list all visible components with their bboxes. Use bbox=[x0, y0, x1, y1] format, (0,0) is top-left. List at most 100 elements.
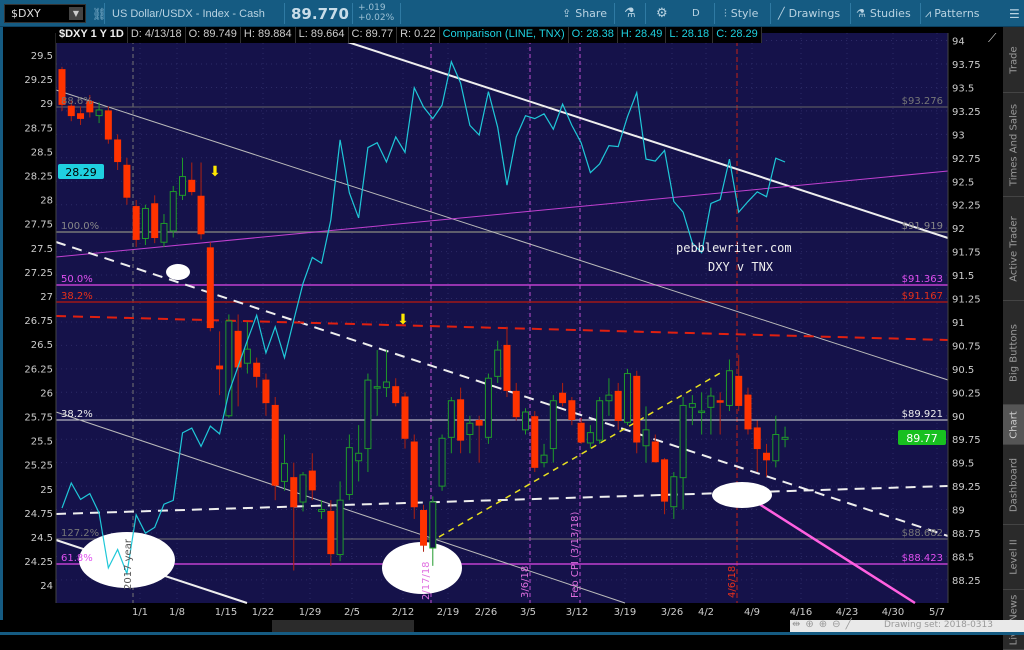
highlight-ellipse[interactable] bbox=[79, 532, 175, 588]
candle[interactable] bbox=[772, 415, 780, 468]
trendline-dashed-white[interactable] bbox=[55, 241, 949, 537]
candle[interactable] bbox=[382, 350, 390, 397]
menu-icon[interactable]: ☰ bbox=[1009, 6, 1020, 21]
candle[interactable] bbox=[735, 354, 743, 412]
candle[interactable] bbox=[308, 453, 316, 501]
zoom-out-icon[interactable]: ⊖ bbox=[832, 619, 841, 630]
candle[interactable] bbox=[707, 387, 715, 435]
chart-settings-icon[interactable]: ⟋ bbox=[988, 31, 997, 45]
highlight-ellipse[interactable] bbox=[712, 482, 772, 508]
studies-button[interactable]: ⚗ Studies bbox=[856, 0, 911, 27]
candle[interactable] bbox=[355, 425, 363, 482]
draw-line-icon[interactable]: ╱ bbox=[845, 619, 852, 630]
side-tab-active-trader[interactable]: Active Trader bbox=[1003, 197, 1024, 301]
candle[interactable] bbox=[197, 162, 205, 240]
candle[interactable] bbox=[327, 500, 335, 566]
candle[interactable] bbox=[679, 396, 687, 510]
candle[interactable] bbox=[494, 340, 502, 383]
style-button[interactable]: ⫶ Style bbox=[724, 0, 758, 27]
trendline-dashed-flat[interactable] bbox=[55, 485, 949, 515]
side-tab-times-and-sales[interactable]: Times And Sales bbox=[1003, 93, 1024, 197]
candle[interactable] bbox=[725, 359, 733, 412]
zoom-in-icon[interactable]: ⊕ bbox=[818, 619, 828, 630]
candle[interactable] bbox=[299, 472, 307, 512]
candle[interactable] bbox=[540, 443, 548, 468]
candle[interactable] bbox=[104, 106, 112, 144]
right-price-axis[interactable] bbox=[948, 27, 1003, 620]
scrollbar-thumb[interactable] bbox=[272, 620, 414, 633]
candle[interactable] bbox=[596, 396, 604, 444]
candle[interactable] bbox=[716, 392, 724, 435]
candle[interactable] bbox=[605, 378, 613, 416]
candle[interactable] bbox=[318, 500, 326, 519]
candle[interactable] bbox=[141, 204, 149, 246]
candle[interactable] bbox=[623, 368, 631, 426]
candle[interactable] bbox=[290, 462, 298, 571]
candle[interactable] bbox=[216, 331, 224, 396]
trendline-upper-channel[interactable] bbox=[319, 32, 949, 239]
candle[interactable] bbox=[392, 378, 400, 407]
candle[interactable] bbox=[280, 434, 288, 491]
candle[interactable] bbox=[225, 314, 233, 418]
candle[interactable] bbox=[123, 157, 131, 205]
side-tab-level-ii[interactable]: Level II bbox=[1003, 525, 1024, 590]
candle[interactable] bbox=[373, 350, 381, 416]
side-tab-big-buttons[interactable]: Big Buttons bbox=[1003, 301, 1024, 405]
candle[interactable] bbox=[410, 434, 418, 519]
candle[interactable] bbox=[243, 321, 251, 374]
chevron-down-icon[interactable]: ▼ bbox=[69, 7, 83, 20]
candle[interactable] bbox=[179, 157, 187, 201]
candle[interactable] bbox=[531, 411, 539, 473]
price-chart[interactable]: ⬇ ⬇ 88.6% $93.276 100.0% $91.919 50.0% $… bbox=[0, 0, 1003, 620]
candle[interactable] bbox=[633, 370, 641, 454]
flask-icon[interactable]: ⚗ bbox=[624, 6, 636, 21]
trendline-dashed-red[interactable] bbox=[55, 315, 949, 341]
highlight-ellipse[interactable] bbox=[382, 542, 462, 594]
candle[interactable] bbox=[188, 162, 196, 196]
gear-icon[interactable]: ⚙ bbox=[656, 6, 668, 21]
candle[interactable] bbox=[271, 396, 279, 501]
candle[interactable] bbox=[132, 200, 140, 247]
plot-area[interactable] bbox=[56, 33, 948, 603]
candle[interactable] bbox=[95, 102, 103, 124]
candle[interactable] bbox=[568, 396, 576, 426]
candle[interactable] bbox=[345, 434, 353, 501]
aggregation-period-button[interactable]: D bbox=[692, 8, 700, 19]
pan-icon[interactable]: ⇹ bbox=[792, 619, 801, 630]
candle[interactable] bbox=[781, 426, 789, 448]
candle[interactable] bbox=[253, 357, 261, 388]
side-tab-dashboard[interactable]: Dashboard bbox=[1003, 445, 1024, 525]
link-icon[interactable]: ⛓ bbox=[92, 6, 108, 21]
side-tab-trade[interactable]: Trade bbox=[1003, 27, 1024, 93]
candle[interactable] bbox=[642, 406, 650, 463]
candle[interactable] bbox=[429, 496, 437, 566]
candle[interactable] bbox=[484, 373, 492, 444]
candle[interactable] bbox=[77, 106, 85, 125]
candle[interactable] bbox=[169, 185, 177, 238]
crosshair-icon[interactable]: ⊕ bbox=[805, 619, 814, 630]
symbol-input[interactable]: $DXY ▼ bbox=[4, 4, 86, 23]
candle[interactable] bbox=[503, 326, 511, 397]
candle[interactable] bbox=[688, 395, 696, 426]
candle[interactable] bbox=[614, 382, 622, 430]
candle[interactable] bbox=[763, 443, 771, 477]
candle[interactable] bbox=[475, 415, 483, 463]
candle[interactable] bbox=[661, 457, 669, 515]
candle[interactable] bbox=[420, 504, 428, 552]
share-button[interactable]: ⇪ Share bbox=[562, 0, 607, 27]
trendline-thin-upper[interactable] bbox=[55, 89, 949, 381]
highlight-ellipse[interactable] bbox=[166, 264, 190, 280]
drawing-set-selector[interactable]: Drawing set: 2018-0313 bbox=[884, 620, 993, 630]
candle[interactable] bbox=[651, 434, 659, 463]
candle[interactable] bbox=[549, 395, 557, 463]
side-tab-chart[interactable]: Chart bbox=[1003, 405, 1024, 445]
candle[interactable] bbox=[512, 382, 520, 421]
candle[interactable] bbox=[438, 434, 446, 491]
candle[interactable] bbox=[364, 373, 372, 473]
candle[interactable] bbox=[457, 387, 465, 454]
trendline-yellow[interactable] bbox=[419, 371, 723, 549]
candle[interactable] bbox=[522, 408, 529, 435]
patterns-button[interactable]: ⩘ Patterns bbox=[925, 0, 980, 27]
candle[interactable] bbox=[466, 415, 474, 454]
candle[interactable] bbox=[58, 66, 66, 111]
